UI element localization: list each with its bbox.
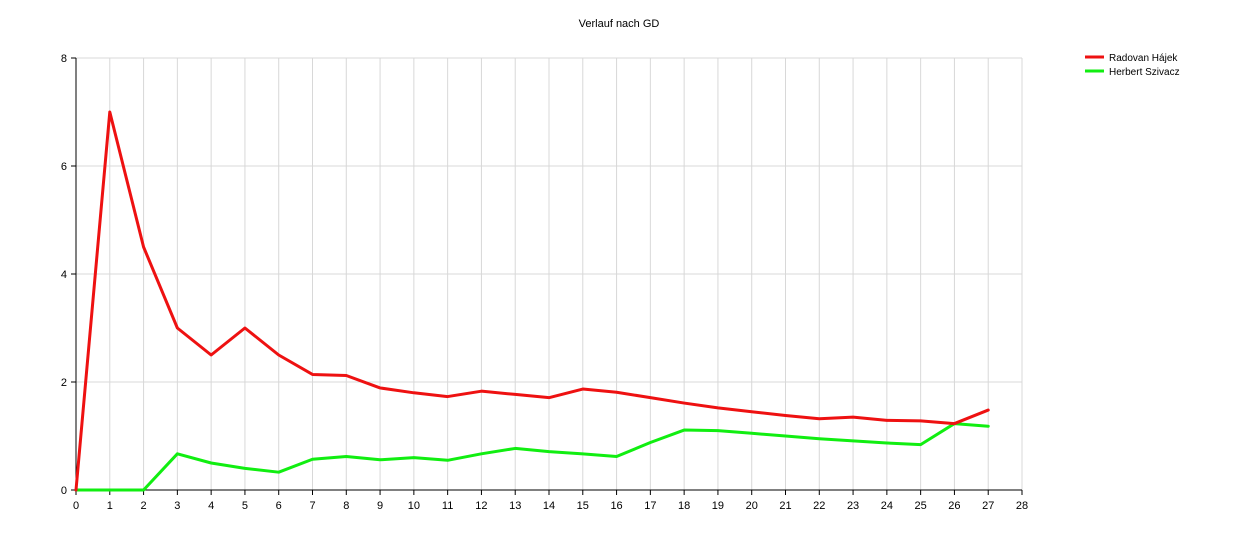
- x-tick-label: 17: [644, 500, 656, 512]
- axes: 0 1 2 3 4 5 6 7 8 9 10 11 12 13 14 15 16 17 18 19 20 21 22 23 24…: [61, 53, 1028, 512]
- x-tick-label: 0: [73, 500, 79, 512]
- x-tick-label: 23: [847, 500, 859, 512]
- x-tick-label: 28: [1016, 500, 1028, 512]
- x-tick-label: 24: [881, 500, 893, 512]
- x-tick-label: 16: [610, 500, 622, 512]
- x-tick-label: 13: [509, 500, 521, 512]
- x-tick-label: 26: [948, 500, 960, 512]
- y-tick-label: 6: [61, 161, 67, 173]
- x-tick-label: 14: [543, 500, 555, 512]
- grid: [76, 57, 1023, 490]
- y-tick-label: 2: [61, 377, 67, 389]
- y-tick-label: 8: [61, 53, 67, 65]
- x-tick-label: 2: [141, 500, 147, 512]
- x-tick-label: 15: [577, 500, 589, 512]
- series-line-1: [74, 110, 990, 492]
- x-tick-label: 3: [174, 500, 180, 512]
- x-tick-label: 21: [779, 500, 791, 512]
- x-tick-label: 5: [242, 500, 248, 512]
- chart-title: Verlauf nach GD: [579, 18, 660, 30]
- x-tick-label: 22: [813, 500, 825, 512]
- x-tick-label: 8: [343, 500, 349, 512]
- y-tick-label: 4: [61, 269, 67, 281]
- x-tick-label: 20: [746, 500, 758, 512]
- x-tick-label: 7: [309, 500, 315, 512]
- x-tick-label: 25: [915, 500, 927, 512]
- series-lines: [74, 110, 990, 492]
- legend-label: Radovan Hájek: [1109, 53, 1178, 64]
- x-tick-label: 9: [377, 500, 383, 512]
- x-tick-label: 4: [208, 500, 214, 512]
- x-tick-label: 12: [475, 500, 487, 512]
- legend: Radovan Hájek Herbert Szivacz: [1085, 53, 1180, 78]
- x-tick-label: 1: [107, 500, 113, 512]
- x-tick-label: 19: [712, 500, 724, 512]
- y-tick-label: 0: [61, 485, 67, 497]
- x-tick-label: 18: [678, 500, 690, 512]
- x-tick-label: 11: [442, 500, 453, 512]
- x-tick-label: 6: [276, 500, 282, 512]
- series-line-2: [74, 422, 990, 492]
- x-tick-label: 10: [408, 500, 420, 512]
- legend-label: Herbert Szivacz: [1109, 67, 1180, 78]
- x-tick-label: 27: [982, 500, 994, 512]
